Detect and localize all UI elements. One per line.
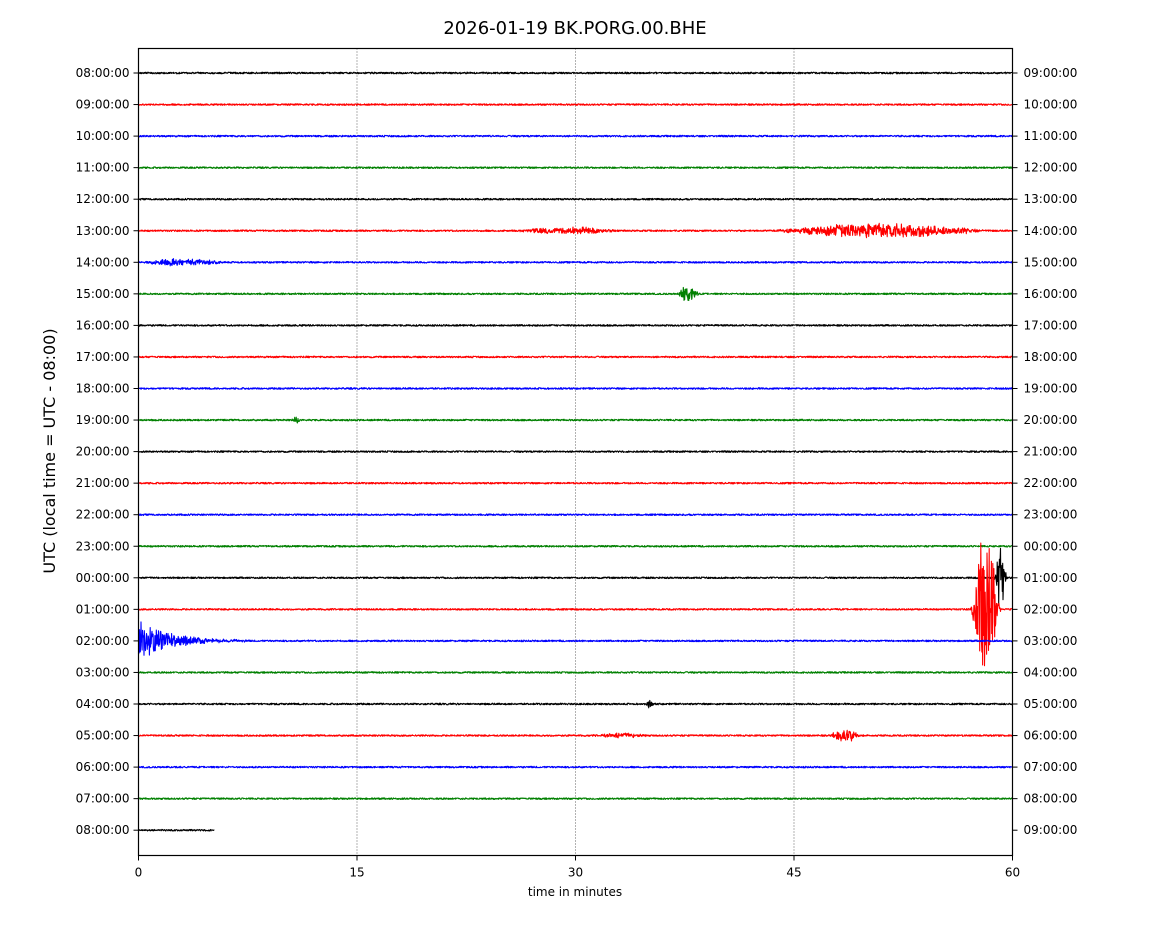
local-tick-label: 15:00:00	[1024, 255, 1078, 269]
trace-line-200000	[138, 450, 1014, 453]
trace-line-150000	[138, 286, 1014, 302]
x-tick-label: 60	[1005, 866, 1020, 880]
utc-tick-label: 17:00:00	[76, 350, 130, 364]
local-tick-label: 19:00:00	[1024, 382, 1078, 396]
local-tick-label: 20:00:00	[1024, 413, 1078, 427]
local-tick-label: 05:00:00	[1024, 697, 1078, 711]
trace-line-020000	[137, 621, 1014, 656]
trace-line-180000	[138, 387, 1013, 390]
x-tick-label: 45	[786, 866, 801, 880]
local-tick-label: 11:00:00	[1024, 129, 1078, 143]
utc-tick-label: 16:00:00	[76, 318, 130, 332]
local-tick-label: 22:00:00	[1024, 476, 1078, 490]
utc-tick-label: 10:00:00	[76, 129, 130, 143]
utc-tick-label: 19:00:00	[76, 413, 130, 427]
local-tick-label: 04:00:00	[1024, 665, 1078, 679]
utc-tick-label: 13:00:00	[76, 224, 130, 238]
trace-line-000000	[138, 547, 1014, 605]
local-tick-label: 17:00:00	[1024, 318, 1078, 332]
utc-tick-label: 11:00:00	[76, 161, 130, 175]
local-tick-label: 09:00:00	[1024, 66, 1078, 80]
utc-tick-label: 08:00:00	[76, 823, 130, 837]
trace-line-030000	[138, 671, 1013, 674]
utc-tick-label: 02:00:00	[76, 634, 130, 648]
local-tick-label: 09:00:00	[1024, 823, 1078, 837]
local-tick-label: 13:00:00	[1024, 192, 1078, 206]
local-tick-label: 21:00:00	[1024, 445, 1078, 459]
utc-tick-label: 03:00:00	[76, 665, 130, 679]
utc-tick-label: 12:00:00	[76, 192, 130, 206]
trace-group	[137, 71, 1014, 832]
utc-tick-label: 23:00:00	[76, 539, 130, 553]
x-tick-label: 30	[568, 866, 583, 880]
plot-frame	[137, 47, 1014, 857]
local-tick-label: 00:00:00	[1024, 539, 1078, 553]
trace-line-080000	[138, 828, 215, 832]
local-tick-label: 01:00:00	[1024, 571, 1078, 585]
trace-line-070000	[138, 797, 1013, 800]
trace-line-210000	[138, 481, 1014, 485]
trace-line-120000	[137, 197, 1013, 201]
trace-line-220000	[138, 513, 1013, 517]
local-tick-label: 07:00:00	[1024, 760, 1078, 774]
y-axis-label: UTC (local time = UTC - 08:00)	[40, 328, 59, 573]
utc-tick-label: 21:00:00	[76, 476, 130, 490]
trace-line-230000	[138, 544, 1013, 548]
utc-tick-label: 05:00:00	[76, 729, 130, 743]
x-tick-label: 0	[135, 866, 143, 880]
trace-line-080000	[138, 71, 1013, 75]
trace-line-190000	[138, 416, 1013, 424]
trace-line-060000	[138, 765, 1013, 769]
right-tick-labels: 09:00:00 10:00:00 11:00:00 12:00:00 13:00:00…	[1012, 66, 1078, 837]
local-tick-label: 12:00:00	[1024, 161, 1078, 175]
trace-line-100000	[138, 134, 1013, 138]
local-tick-label: 08:00:00	[1024, 792, 1078, 806]
utc-tick-label: 09:00:00	[76, 98, 130, 112]
utc-tick-label: 01:00:00	[76, 602, 130, 616]
utc-tick-label: 04:00:00	[76, 697, 130, 711]
local-tick-label: 23:00:00	[1024, 508, 1078, 522]
x-axis-label: time in minutes	[528, 885, 622, 899]
x-tick-label: 15	[349, 866, 364, 880]
trace-line-140000	[138, 258, 1014, 267]
trace-line-090000	[138, 103, 1013, 106]
trace-line-170000	[137, 355, 1013, 359]
left-tick-labels: 08:00:00 09:00:00 10:00:00 11:00:00 12:00:00…	[76, 66, 139, 837]
utc-tick-label: 20:00:00	[76, 445, 130, 459]
trace-line-040000	[138, 699, 1014, 709]
utc-tick-label: 14:00:00	[76, 255, 130, 269]
trace-line-010000	[138, 542, 1013, 667]
x-tick-labels: 0 15 30 45 60	[135, 855, 1020, 880]
utc-tick-label: 07:00:00	[76, 792, 130, 806]
utc-tick-label: 00:00:00	[76, 571, 130, 585]
utc-tick-label: 08:00:00	[76, 66, 130, 80]
local-tick-label: 16:00:00	[1024, 287, 1078, 301]
local-tick-label: 02:00:00	[1024, 602, 1078, 616]
utc-tick-label: 18:00:00	[76, 382, 130, 396]
grid-lines	[356, 48, 795, 856]
trace-line-160000	[138, 324, 1013, 327]
local-tick-label: 18:00:00	[1024, 350, 1078, 364]
local-tick-label: 10:00:00	[1024, 98, 1078, 112]
local-tick-label: 03:00:00	[1024, 634, 1078, 648]
local-tick-label: 06:00:00	[1024, 729, 1078, 743]
trace-line-050000	[138, 729, 1013, 742]
chart-title: 2026-01-19 BK.PORG.00.BHE	[443, 18, 706, 39]
utc-tick-label: 06:00:00	[76, 760, 130, 774]
local-tick-label: 14:00:00	[1024, 224, 1078, 238]
utc-tick-label: 15:00:00	[76, 287, 130, 301]
trace-line-130000	[138, 222, 1013, 239]
trace-line-110000	[138, 166, 1013, 169]
utc-tick-label: 22:00:00	[76, 508, 130, 522]
